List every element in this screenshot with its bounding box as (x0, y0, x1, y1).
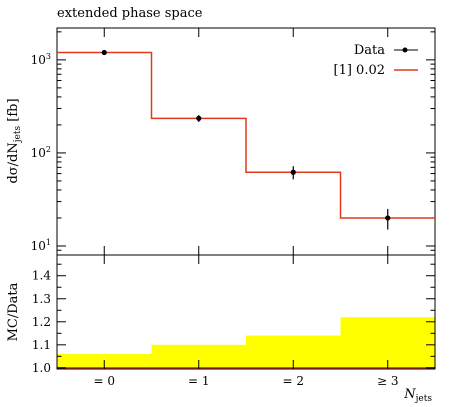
ratio-y-tick-label: 1.0 (32, 361, 51, 375)
main-y-tick-label: 102 (31, 145, 51, 160)
ratio-y-tick-label: 1.1 (32, 338, 51, 352)
ratio-y-tick-label: 1.3 (32, 292, 51, 306)
legend-marker-data-point (402, 47, 408, 53)
data-point (101, 49, 107, 56)
main-y-axis: 101 102 103 (31, 31, 435, 256)
ratio-y-tick-label: 1.4 (32, 269, 51, 283)
main-y-label: dσ/dNjets [fb] (6, 98, 23, 183)
main-x-ticks (103, 28, 389, 255)
x-tick-label: = 1 (188, 374, 210, 388)
legend: Data [1] 0.02 (334, 43, 418, 78)
ratio-y-tick-label: 1.2 (32, 315, 51, 329)
ratio-y-label: MC/Data (6, 282, 21, 341)
main-panel: 101 102 103 dσ/dNjets [fb] Data [1] 0.02 (6, 27, 436, 256)
legend-label-mc: [1] 0.02 (334, 63, 386, 78)
legend-label-data: Data (354, 43, 385, 58)
ratio-band (57, 317, 435, 369)
x-axis-label: Njets (403, 387, 432, 404)
data-point (290, 169, 296, 175)
x-tick-label: = 2 (282, 374, 304, 388)
mc-step-line (57, 51, 435, 219)
main-y-tick-label: 101 (31, 238, 51, 253)
ratio-y-axis: 1.0 1.1 1.2 1.3 1.4 (32, 263, 435, 375)
data-point (385, 215, 391, 221)
ratio-panel-frame (56, 254, 436, 370)
main-series (57, 49, 435, 230)
chart-title: extended phase space (57, 6, 203, 21)
data-point (196, 115, 202, 121)
x-tick-label: = 0 (93, 374, 115, 388)
x-axis: = 0 = 1 = 2 ≥ 3 (93, 255, 399, 388)
ratio-panel: 1.0 1.1 1.2 1.3 1.4 = 0 = 1 = 2 ≥ 3 MC/Data Nje… (6, 254, 436, 404)
main-y-tick-label: 103 (31, 52, 51, 67)
x-tick-label: ≥ 3 (377, 374, 399, 388)
